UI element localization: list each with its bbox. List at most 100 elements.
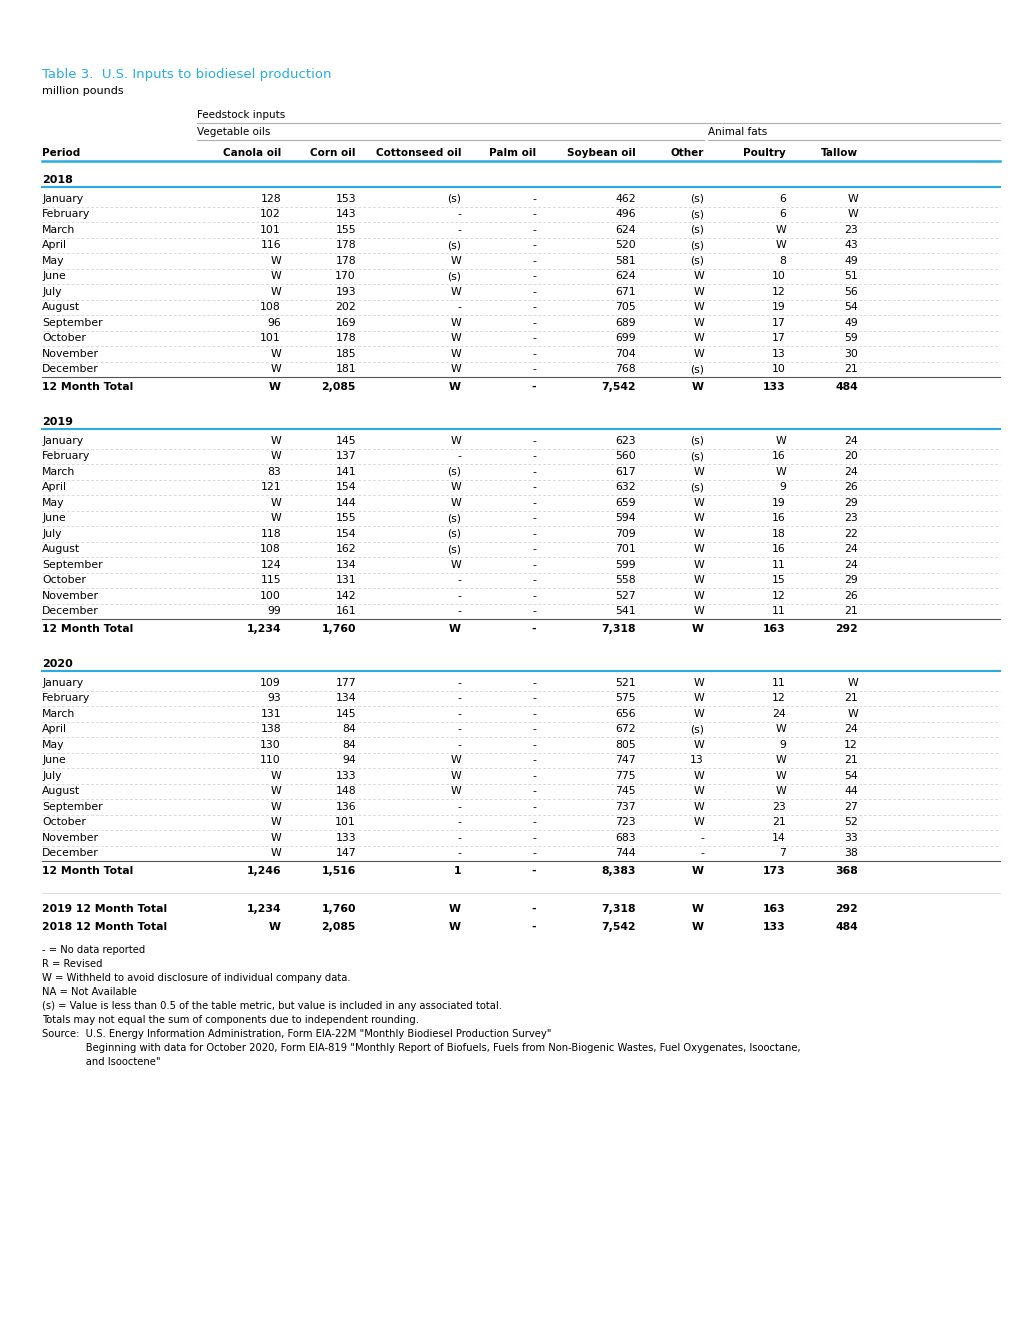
Text: 1,760: 1,760 [321, 624, 356, 634]
Text: 21: 21 [844, 755, 857, 766]
Text: 49: 49 [844, 256, 857, 265]
Text: 1,246: 1,246 [247, 866, 280, 876]
Text: 672: 672 [614, 725, 636, 734]
Text: 709: 709 [614, 529, 636, 539]
Text: August: August [42, 302, 81, 313]
Text: W: W [269, 381, 280, 392]
Text: -: - [532, 467, 535, 477]
Text: W: W [693, 591, 703, 601]
Text: August: August [42, 544, 81, 554]
Text: 10: 10 [771, 271, 786, 281]
Text: May: May [42, 739, 64, 750]
Text: Feedstock inputs: Feedstock inputs [197, 110, 285, 120]
Text: W: W [693, 787, 703, 796]
Text: W: W [270, 801, 280, 812]
Text: W: W [693, 693, 703, 704]
Text: 594: 594 [614, 513, 636, 523]
Text: W: W [270, 849, 280, 858]
Text: W: W [693, 677, 703, 688]
Text: (s): (s) [689, 364, 703, 375]
Text: 23: 23 [844, 224, 857, 235]
Text: 19: 19 [771, 302, 786, 313]
Text: (s): (s) [446, 529, 461, 539]
Text: W: W [691, 904, 703, 913]
Text: 44: 44 [844, 787, 857, 796]
Text: W: W [449, 498, 461, 508]
Text: W: W [693, 771, 703, 780]
Text: Source:  U.S. Energy Information Administration, Form EIA-22M "Monthly Biodiesel: Source: U.S. Energy Information Administ… [42, 1030, 551, 1039]
Text: NA = Not Available: NA = Not Available [42, 987, 137, 997]
Text: 153: 153 [335, 194, 356, 203]
Text: 9: 9 [779, 739, 786, 750]
Text: November: November [42, 591, 99, 601]
Text: 154: 154 [335, 482, 356, 492]
Text: -: - [532, 210, 535, 219]
Text: 142: 142 [335, 591, 356, 601]
Text: 704: 704 [614, 348, 636, 359]
Text: -: - [532, 271, 535, 281]
Text: 705: 705 [614, 302, 636, 313]
Text: 744: 744 [614, 849, 636, 858]
Text: 521: 521 [614, 677, 636, 688]
Text: -: - [532, 513, 535, 523]
Text: W: W [270, 513, 280, 523]
Text: 124: 124 [260, 560, 280, 570]
Text: 775: 775 [614, 771, 636, 780]
Text: 128: 128 [260, 194, 280, 203]
Text: W: W [693, 576, 703, 585]
Text: W: W [693, 467, 703, 477]
Text: 100: 100 [260, 591, 280, 601]
Text: July: July [42, 286, 61, 297]
Text: R = Revised: R = Revised [42, 960, 102, 969]
Text: (s): (s) [689, 210, 703, 219]
Text: -: - [532, 693, 535, 704]
Text: -: - [532, 256, 535, 265]
Text: -: - [457, 302, 461, 313]
Text: June: June [42, 513, 65, 523]
Text: 7: 7 [779, 849, 786, 858]
Text: W: W [270, 436, 280, 446]
Text: 148: 148 [335, 787, 356, 796]
Text: -: - [532, 560, 535, 570]
Text: -: - [532, 286, 535, 297]
Text: 101: 101 [260, 224, 280, 235]
Text: -: - [532, 576, 535, 585]
Text: September: September [42, 318, 103, 327]
Text: W: W [693, 271, 703, 281]
Text: 163: 163 [762, 624, 786, 634]
Text: 59: 59 [844, 333, 857, 343]
Text: 558: 558 [614, 576, 636, 585]
Text: 33: 33 [844, 833, 857, 842]
Text: February: February [42, 693, 90, 704]
Text: 462: 462 [614, 194, 636, 203]
Text: 169: 169 [335, 318, 356, 327]
Text: W: W [693, 529, 703, 539]
Text: 7,542: 7,542 [601, 381, 636, 392]
Text: W: W [269, 921, 280, 932]
Text: 581: 581 [614, 256, 636, 265]
Text: Totals may not equal the sum of components due to independent rounding.: Totals may not equal the sum of componen… [42, 1015, 419, 1026]
Text: July: July [42, 771, 61, 780]
Text: April: April [42, 725, 67, 734]
Text: 26: 26 [844, 482, 857, 492]
Text: W: W [270, 271, 280, 281]
Text: 137: 137 [335, 451, 356, 461]
Text: W: W [270, 817, 280, 828]
Text: Soybean oil: Soybean oil [567, 148, 636, 158]
Text: 2018: 2018 [42, 176, 72, 185]
Text: 671: 671 [614, 286, 636, 297]
Text: -: - [532, 755, 535, 766]
Text: -: - [532, 801, 535, 812]
Text: September: September [42, 560, 103, 570]
Text: W: W [449, 771, 461, 780]
Text: (s): (s) [689, 224, 703, 235]
Text: 178: 178 [335, 240, 356, 251]
Text: 21: 21 [771, 817, 786, 828]
Text: 155: 155 [335, 513, 356, 523]
Text: 15: 15 [771, 576, 786, 585]
Text: Tallow: Tallow [820, 148, 857, 158]
Text: Table 3.  U.S. Inputs to biodiesel production: Table 3. U.S. Inputs to biodiesel produc… [42, 69, 331, 81]
Text: 26: 26 [844, 591, 857, 601]
Text: 93: 93 [267, 693, 280, 704]
Text: 1,516: 1,516 [321, 866, 356, 876]
